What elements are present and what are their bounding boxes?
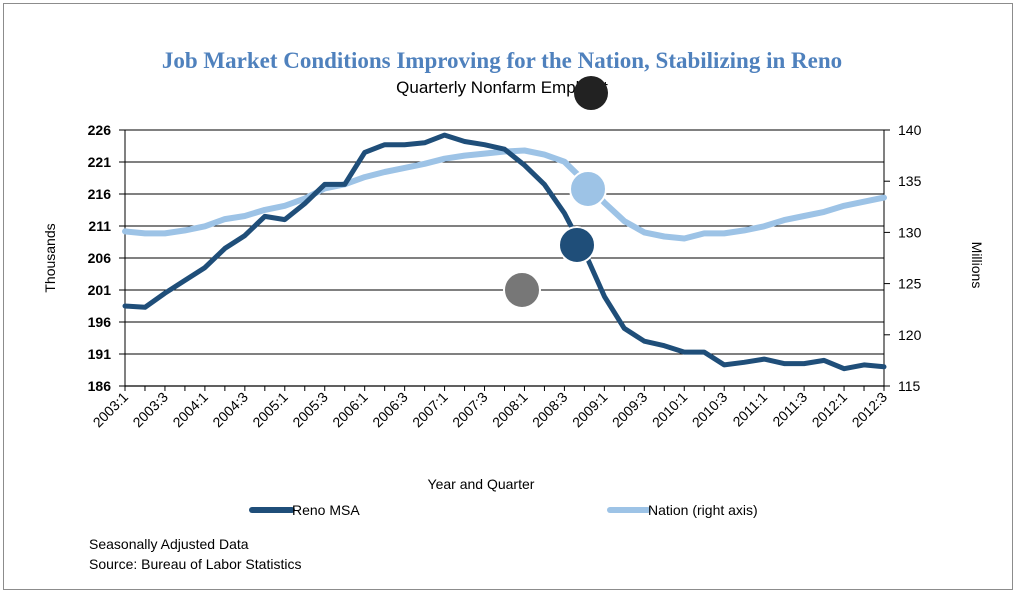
- y-left-tick-label: 196: [88, 314, 112, 330]
- y-right-tick-label: 140: [898, 122, 922, 138]
- x-tick-label: 2010:1: [649, 389, 691, 431]
- y-right-tick-label: 125: [898, 276, 922, 292]
- x-tick-label: 2011:3: [769, 389, 810, 430]
- x-tick-label: 2004:3: [209, 389, 251, 431]
- x-tick-label: 2007:1: [409, 389, 451, 431]
- x-tick-label: 2008:1: [489, 389, 531, 431]
- axes: [119, 129, 890, 391]
- x-axis-ticks: 2003:12003:32004:12004:32005:12005:32006…: [90, 389, 891, 431]
- marker-dot-black: [574, 76, 608, 110]
- x-tick-label: 2011:1: [729, 389, 770, 430]
- legend: Reno MSA Nation (right axis): [249, 502, 758, 518]
- chart-title: Job Market Conditions Improving for the …: [162, 48, 842, 73]
- x-tick-label: 2003:3: [129, 389, 171, 431]
- y-axis-left-ticks: 226 221 216 211 206 201 196 191 186: [88, 122, 112, 394]
- marker-dot-dark-blue: [558, 226, 596, 264]
- chart-subtitle: Quarterly Nonfarm Empl ent: [396, 78, 608, 97]
- x-tick-label: 2012:1: [809, 389, 851, 431]
- x-tick-label: 2010:3: [689, 389, 731, 431]
- x-axis-label: Year and Quarter: [428, 476, 535, 492]
- y-axis-right-ticks: 140 135 130 125 120 115: [898, 122, 922, 394]
- note-source: Source: Bureau of Labor Statistics: [89, 556, 301, 572]
- y-left-tick-label: 201: [88, 282, 112, 298]
- legend-label-reno: Reno MSA: [292, 502, 360, 518]
- y-right-tick-label: 130: [898, 224, 922, 240]
- y-axis-left-label: Thousands: [42, 223, 58, 292]
- overlay-markers: [503, 76, 608, 309]
- y-right-tick-label: 135: [898, 173, 922, 189]
- x-tick-label: 2006:3: [369, 389, 411, 431]
- y-left-tick-label: 211: [88, 218, 111, 234]
- x-tick-label: 2009:1: [569, 389, 611, 431]
- y-axis-right-label: Millions: [969, 242, 985, 289]
- x-tick-label: 2008:3: [529, 389, 571, 431]
- y-left-tick-label: 221: [88, 154, 112, 170]
- x-tick-label: 2006:1: [329, 389, 371, 431]
- x-tick-label: 2004:1: [169, 389, 211, 431]
- x-tick-label: 2009:3: [609, 389, 651, 431]
- series-line-reno-msa: [122, 132, 887, 372]
- y-right-tick-label: 115: [898, 378, 921, 394]
- y-right-tick-label: 120: [898, 327, 922, 343]
- x-tick-label: 2005:3: [289, 389, 331, 431]
- note-seasonal: Seasonally Adjusted Data: [89, 536, 249, 552]
- marker-dot-gray: [503, 271, 541, 309]
- series-lines: [122, 132, 887, 372]
- y-left-tick-label: 191: [88, 346, 112, 362]
- y-left-tick-label: 216: [88, 186, 112, 202]
- y-left-tick-label: 226: [88, 122, 112, 138]
- y-left-tick-label: 186: [88, 378, 112, 394]
- x-tick-label: 2012:3: [849, 389, 891, 431]
- x-tick-label: 2003:1: [90, 389, 132, 431]
- x-tick-label: 2007:3: [449, 389, 491, 431]
- gridlines: [125, 129, 884, 387]
- marker-dot-light-blue: [569, 170, 607, 208]
- x-tick-label: 2005:1: [249, 389, 291, 431]
- legend-label-nation: Nation (right axis): [648, 502, 758, 518]
- y-left-tick-label: 206: [88, 250, 112, 266]
